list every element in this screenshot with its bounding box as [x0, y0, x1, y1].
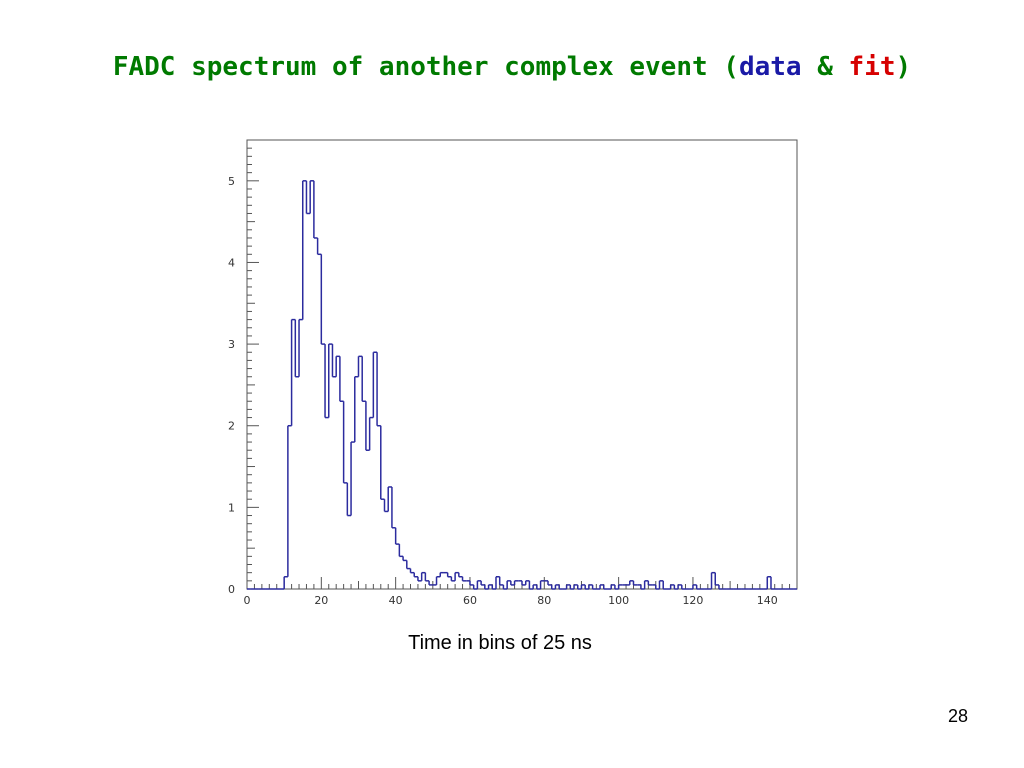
title-fit-word: fit — [848, 52, 896, 82]
title-amp-text: & — [801, 52, 849, 82]
x-axis-label: Time in bins of 25 ns — [408, 632, 592, 654]
x-tick-label: 120 — [682, 594, 703, 607]
y-tick-label: 0 — [228, 583, 235, 596]
y-tick-label: 2 — [228, 420, 235, 433]
x-tick-label: 140 — [757, 594, 778, 607]
title-main-text: FADC spectrum of another complex event ( — [112, 52, 739, 82]
marks-layer — [247, 180, 797, 590]
page-number: 28 — [947, 706, 968, 726]
y-tick-label: 1 — [228, 501, 235, 514]
x-tick-label: 40 — [389, 594, 403, 607]
histogram-svg: 0 1 2 3 4 5 0 20 40 60 80 100 120 140 — [228, 139, 798, 607]
y-tick-label: 4 — [228, 256, 235, 269]
y-tick-label: 3 — [228, 338, 235, 351]
x-tick-label: 100 — [608, 594, 629, 607]
x-tick-label: 80 — [537, 594, 551, 607]
x-tick-label: 60 — [463, 594, 477, 607]
title-data-word: data — [738, 52, 802, 82]
x-tick-label: 20 — [314, 594, 328, 607]
slide-title: FADC spectrum of another complex event (… — [0, 52, 1024, 82]
histogram-plot: 0 1 2 3 4 5 0 20 40 60 80 100 120 140 — [215, 132, 815, 622]
title-close-text: ) — [895, 52, 912, 82]
y-tick-label: 5 — [228, 175, 235, 188]
x-tick-label: 0 — [244, 594, 251, 607]
